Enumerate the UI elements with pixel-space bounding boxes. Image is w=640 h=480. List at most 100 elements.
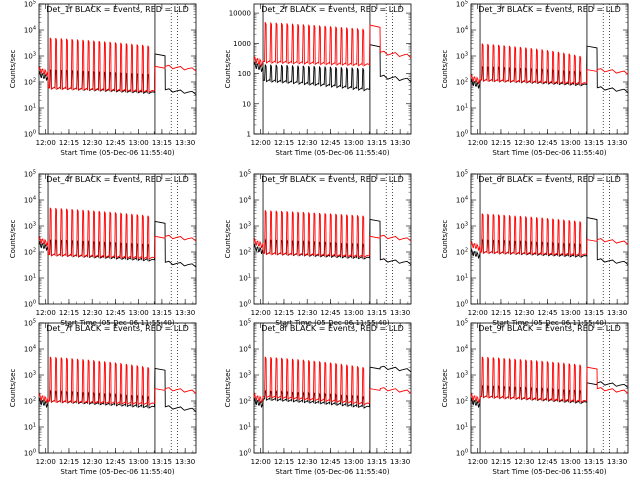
y-tick-label: 105 — [24, 170, 36, 179]
x-tick-label: 12:15 — [59, 139, 79, 147]
x-tick-label: 13:00 — [344, 139, 364, 147]
y-tick-label: 100 — [239, 300, 251, 309]
y-tick-label: 103 — [24, 222, 36, 231]
lld-series-line — [470, 43, 629, 86]
x-tick-label: 12:00 — [36, 458, 56, 466]
x-axis-label: Start Time (05-Dec-06 11:55:40) — [275, 149, 389, 157]
x-tick-label: 12:45 — [105, 458, 125, 466]
y-tick-label: 1000 — [233, 40, 251, 48]
panel-9: Det_9f BLACK = Events, RED = LLD Counts/s… — [441, 319, 629, 476]
plot-frame — [253, 322, 412, 454]
panel-4: Det_4f BLACK = Events, RED = LLD Counts/s… — [9, 170, 197, 327]
x-tick-label: 12:15 — [59, 458, 79, 466]
panel-title: Det_1f BLACK = Events, RED = LLD — [46, 5, 189, 14]
y-axis-label: Counts/sec — [9, 369, 17, 408]
panel-title: Det_3f BLACK = Events, RED = LLD — [478, 5, 621, 14]
y-tick-label: 104 — [24, 345, 36, 354]
y-tick-label: 100 — [456, 130, 468, 139]
x-tick-label: 13:00 — [129, 139, 149, 147]
panel-1: Det_1f BLACK = Events, RED = LLD Counts/s… — [9, 0, 197, 157]
x-tick-label: 13:30 — [607, 458, 627, 466]
panel-title: Det_4f BLACK = Events, RED = LLD — [46, 175, 189, 184]
x-tick-label: 13:00 — [561, 309, 581, 317]
panel-title: Det_7f BLACK = Events, RED = LLD — [46, 324, 189, 333]
x-tick-label: 13:30 — [607, 139, 627, 147]
x-tick-label: 12:15 — [59, 309, 79, 317]
x-tick-label: 12:00 — [251, 139, 271, 147]
x-tick-label: 12:30 — [82, 139, 102, 147]
y-tick-label: 102 — [24, 397, 36, 406]
events-series-line — [253, 365, 412, 409]
y-tick-label: 102 — [239, 248, 251, 257]
panel-title: Det_9f BLACK = Events, RED = LLD — [478, 324, 621, 333]
y-tick-label: 101 — [24, 423, 36, 432]
y-tick-label: 1 — [247, 131, 251, 139]
x-axis-label: Start Time (05-Dec-06 11:55:40) — [60, 468, 174, 476]
y-tick-label: 101 — [456, 423, 468, 432]
x-tick-label: 12:00 — [468, 309, 488, 317]
y-axis-label: Counts/sec — [224, 369, 232, 408]
y-tick-label: 101 — [239, 274, 251, 283]
x-tick-label: 12:00 — [36, 309, 56, 317]
x-axis-label: Start Time (05-Dec-06 11:55:40) — [492, 149, 606, 157]
y-tick-label: 102 — [24, 248, 36, 257]
events-series-line — [38, 367, 197, 412]
x-tick-label: 12:30 — [514, 309, 534, 317]
x-tick-label: 13:15 — [584, 458, 604, 466]
panel-2: Det_2f BLACK = Events, RED = LLD Counts/s… — [224, 3, 412, 157]
x-tick-label: 12:30 — [82, 458, 102, 466]
x-tick-label: 12:45 — [105, 139, 125, 147]
y-tick-label: 100 — [24, 130, 36, 139]
y-tick-label: 101 — [456, 104, 468, 113]
y-tick-label: 103 — [456, 222, 468, 231]
panel-3: Det_3f BLACK = Events, RED = LLD Counts/s… — [441, 0, 629, 157]
x-tick-label: 13:30 — [175, 458, 195, 466]
y-tick-label: 105 — [456, 319, 468, 328]
y-tick-label: 10000 — [229, 10, 251, 18]
lld-series-line — [253, 210, 412, 258]
plot-frame — [253, 173, 412, 305]
x-tick-label: 12:45 — [537, 458, 557, 466]
panel-title: Det_6f BLACK = Events, RED = LLD — [478, 175, 621, 184]
x-tick-label: 13:15 — [152, 458, 172, 466]
panel-8: Det_8f BLACK = Events, RED = LLD Counts/s… — [224, 319, 412, 476]
y-tick-label: 105 — [456, 0, 468, 9]
plot-frame — [470, 3, 629, 135]
x-tick-label: 13:30 — [607, 309, 627, 317]
x-tick-label: 12:30 — [297, 139, 317, 147]
y-tick-label: 100 — [24, 300, 36, 309]
y-tick-label: 102 — [456, 397, 468, 406]
x-tick-label: 13:30 — [175, 139, 195, 147]
y-axis-label: Counts/sec — [441, 50, 449, 89]
y-tick-label: 103 — [24, 371, 36, 380]
x-tick-label: 13:15 — [584, 139, 604, 147]
y-tick-label: 105 — [456, 170, 468, 179]
x-tick-label: 12:00 — [251, 309, 271, 317]
panel-7: Det_7f BLACK = Events, RED = LLD Counts/s… — [9, 319, 197, 476]
x-tick-label: 13:15 — [584, 309, 604, 317]
y-axis-label: Counts/sec — [9, 220, 17, 259]
x-tick-label: 13:00 — [344, 458, 364, 466]
x-tick-label: 13:15 — [367, 139, 387, 147]
x-tick-label: 13:30 — [175, 309, 195, 317]
panel-6: Det_6f BLACK = Events, RED = LLD Counts/s… — [441, 170, 629, 327]
y-tick-label: 101 — [24, 104, 36, 113]
y-tick-label: 103 — [24, 52, 36, 61]
x-tick-label: 13:00 — [129, 309, 149, 317]
x-tick-label: 12:15 — [274, 139, 294, 147]
x-axis-label: Start Time (05-Dec-06 11:55:40) — [60, 149, 174, 157]
y-tick-label: 101 — [239, 423, 251, 432]
y-tick-label: 102 — [239, 397, 251, 406]
y-tick-label: 105 — [239, 319, 251, 328]
x-tick-label: 13:00 — [561, 139, 581, 147]
panel-title: Det_2f BLACK = Events, RED = LLD — [261, 5, 404, 14]
x-tick-label: 12:45 — [537, 139, 557, 147]
x-tick-label: 13:15 — [367, 458, 387, 466]
x-tick-label: 13:00 — [129, 458, 149, 466]
x-tick-label: 13:15 — [152, 139, 172, 147]
y-tick-label: 104 — [456, 345, 468, 354]
x-tick-label: 12:00 — [468, 458, 488, 466]
panel-title: Det_8f BLACK = Events, RED = LLD — [261, 324, 404, 333]
x-tick-label: 12:45 — [537, 309, 557, 317]
